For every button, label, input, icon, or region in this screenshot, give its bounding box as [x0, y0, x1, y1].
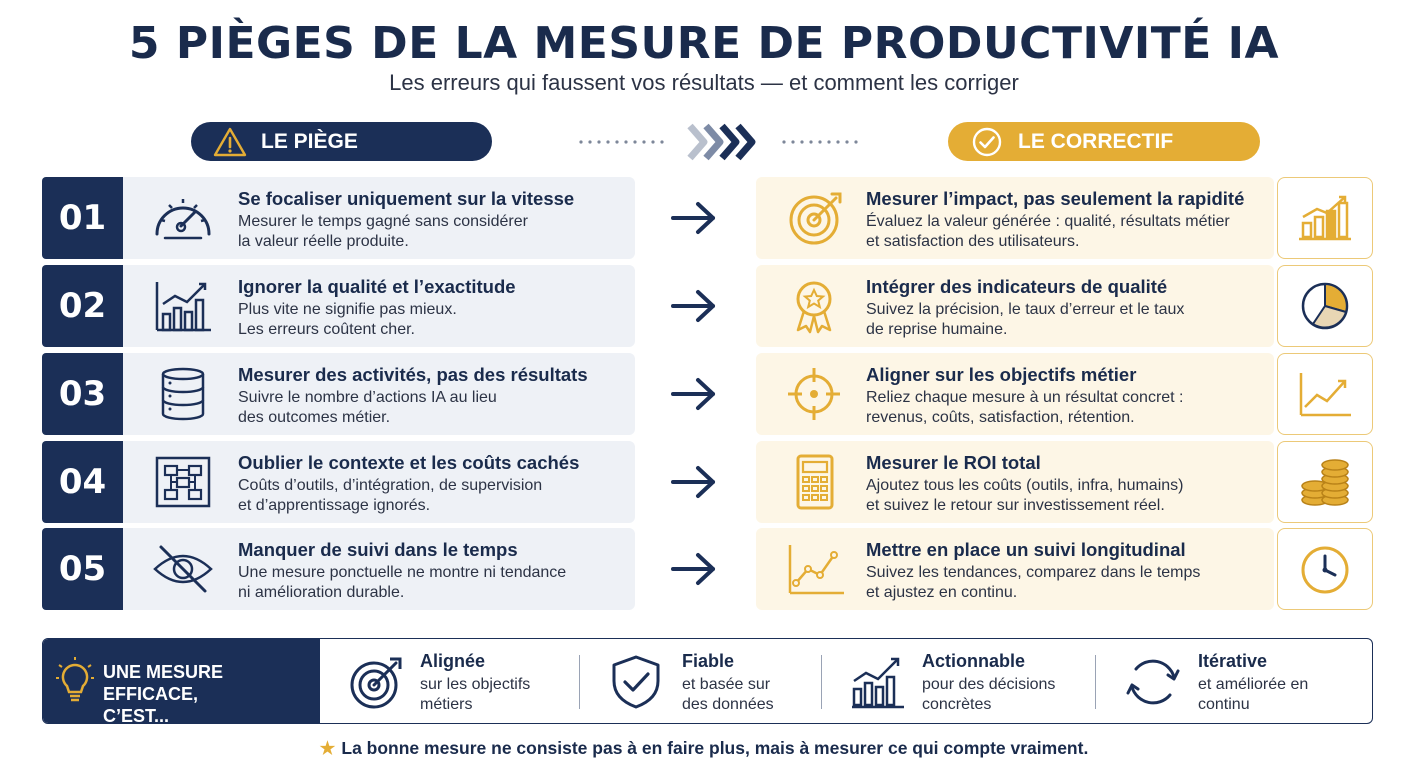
fix-card: Mesurer l’impact, pas seulement la rapid… — [756, 177, 1274, 259]
header-trap-label: LE PIÈGE — [261, 129, 358, 153]
bar-chart-icon — [155, 282, 211, 332]
criterion-description: pour des décisions concrètes — [922, 676, 1056, 713]
check-circle-icon — [970, 125, 1004, 159]
footer-quote: ★ La bonne mesure ne consiste pas à en fa… — [0, 738, 1408, 759]
summary-label-line2: C’EST... — [103, 706, 170, 724]
trap-title: Se focaliser uniquement sur la vitesse — [238, 188, 575, 209]
criterion-description: sur les objectifs métiers — [420, 676, 531, 713]
header-fix-label: LE CORRECTIF — [1018, 129, 1174, 153]
header-trap: LE PIÈGE — [191, 122, 492, 161]
arrow-right-icon — [671, 202, 715, 234]
divider — [1095, 655, 1096, 709]
trap-title: Oublier le contexte et les coûts cachés — [238, 452, 580, 473]
target-arrow-icon — [789, 192, 842, 245]
row-number: 05 — [42, 528, 123, 610]
fix-description: Reliez chaque mesure à un résultat concr… — [866, 389, 1184, 426]
star-icon: ★ — [319, 738, 336, 758]
trap-card: Mesurer des activités, pas des résultats… — [123, 353, 635, 435]
trap-title: Mesurer des activités, pas des résultats — [238, 364, 588, 385]
fix-description: Suivez les tendances, comparez dans le t… — [866, 564, 1201, 601]
row-number: 02 — [42, 265, 123, 347]
criterion-title: Fiable — [682, 651, 735, 671]
pie-chart-icon — [1301, 282, 1349, 330]
fix-title: Mesurer l’impact, pas seulement la rapid… — [866, 188, 1245, 209]
side-icon-box — [1277, 353, 1373, 435]
clock-icon — [1301, 546, 1349, 594]
pitfall-row-1: 01 Se focaliser uniquement sur la vitess… — [42, 177, 1373, 259]
calculator-icon — [796, 454, 834, 510]
bar-chart-growth-icon — [1299, 195, 1351, 241]
award-ribbon-icon — [796, 281, 832, 334]
fix-title: Aligner sur les objectifs métier — [866, 364, 1137, 385]
arrow-right-icon — [671, 290, 715, 322]
page-subtitle: Les erreurs qui faussent vos résultats —… — [389, 70, 1019, 95]
trap-title: Manquer de suivi dans le temps — [238, 539, 518, 560]
flowchart-icon — [155, 456, 211, 508]
criterion-title: Alignée — [420, 651, 486, 671]
side-icon-box — [1277, 441, 1373, 523]
trap-description: Coûts d’outils, d’intégration, de superv… — [238, 477, 543, 514]
trap-description: Plus vite ne signifie pas mieux. Les erre… — [238, 301, 457, 338]
divider — [579, 655, 580, 709]
side-icon-box — [1277, 177, 1373, 259]
database-icon — [161, 367, 205, 421]
summary-label: UNE MESURE EFFICACE, C’EST... — [43, 639, 320, 723]
warning-icon — [213, 125, 247, 159]
arrow-right-icon — [671, 553, 715, 585]
arrow-right-icon — [671, 378, 715, 410]
arrow-right-icon — [671, 466, 715, 498]
summary-bar: UNE MESURE EFFICACE, C’EST... Alignée sur… — [42, 638, 1373, 724]
criterion-description: et améliorée en continu — [1198, 676, 1309, 713]
growth-chart-icon — [852, 657, 904, 709]
fix-title: Intégrer des indicateurs de qualité — [866, 276, 1168, 297]
lightbulb-icon — [56, 657, 94, 702]
pitfall-row-5: 05 Manquer de suivi dans le temps Une me… — [42, 528, 1373, 610]
refresh-cycle-icon — [1126, 659, 1180, 705]
fix-title: Mesurer le ROI total — [866, 452, 1041, 473]
trap-description: Suivre le nombre d’actions IA au lieu des… — [238, 389, 497, 426]
trap-card: Ignorer la qualité et l’exactitude Plus … — [123, 265, 635, 347]
trap-description: Une mesure ponctuelle ne montre ni tenda… — [238, 564, 567, 601]
trap-title: Ignorer la qualité et l’exactitude — [238, 276, 516, 297]
fix-card: Intégrer des indicateurs de qualité Suiv… — [756, 265, 1274, 347]
pitfall-row-4: 04 Oublier le contexte et les coûts cach… — [42, 441, 1373, 523]
page-title: 5 PIÈGES DE LA MESURE DE PRODUCTIVITÉ IA — [128, 18, 1280, 69]
side-icon-box — [1277, 265, 1373, 347]
row-number: 03 — [42, 353, 123, 435]
row-number: 04 — [42, 441, 123, 523]
fix-card: Mesurer le ROI total Ajoutez tous les co… — [756, 441, 1274, 523]
fix-card: Mettre en place un suivi longitudinal Su… — [756, 528, 1274, 610]
trap-card: Se focaliser uniquement sur la vitesse M… — [123, 177, 635, 259]
divider — [821, 655, 822, 709]
summary-label-line1: UNE MESURE EFFICACE, — [103, 662, 224, 704]
pitfall-row-3: 03 Mesurer des activités, pas des résult… — [42, 353, 1373, 435]
fix-title: Mettre en place un suivi longitudinal — [866, 539, 1186, 560]
criterion-title: Actionnable — [922, 651, 1026, 671]
trap-card: Manquer de suivi dans le temps Une mesur… — [123, 528, 635, 610]
header-arrows-decoration — [579, 123, 858, 161]
header-fix: LE CORRECTIF — [948, 122, 1260, 161]
row-number: 01 — [42, 177, 123, 259]
eye-off-icon — [153, 545, 213, 593]
fix-description: Suivez la précision, le taux d’erreur et… — [866, 301, 1185, 338]
speedometer-icon — [155, 199, 211, 240]
line-chart-up-icon — [1299, 373, 1351, 417]
trend-line-icon — [788, 545, 844, 595]
trap-description: Mesurer le temps gagné sans considérer la… — [238, 213, 528, 250]
criterion-title: Itérative — [1198, 651, 1268, 671]
pitfall-row-2: 02 Ignorer la qualité et l’exactitude Pl… — [42, 265, 1373, 347]
crosshair-icon — [788, 368, 840, 420]
target-icon — [350, 657, 402, 709]
fix-card: Aligner sur les objectifs métier Reliez … — [756, 353, 1274, 435]
fix-description: Ajoutez tous les coûts (outils, infra, h… — [866, 477, 1184, 514]
criterion-description: et basée sur des données — [682, 676, 774, 713]
shield-check-icon — [612, 655, 660, 709]
trap-card: Oublier le contexte et les coûts cachés … — [123, 441, 635, 523]
coins-stack-icon — [1301, 459, 1349, 506]
footer-text: La bonne mesure ne consiste pas à en fai… — [341, 738, 1089, 758]
fix-description: Évaluez la valeur générée : qualité, rés… — [866, 213, 1230, 250]
side-icon-box — [1277, 528, 1373, 610]
